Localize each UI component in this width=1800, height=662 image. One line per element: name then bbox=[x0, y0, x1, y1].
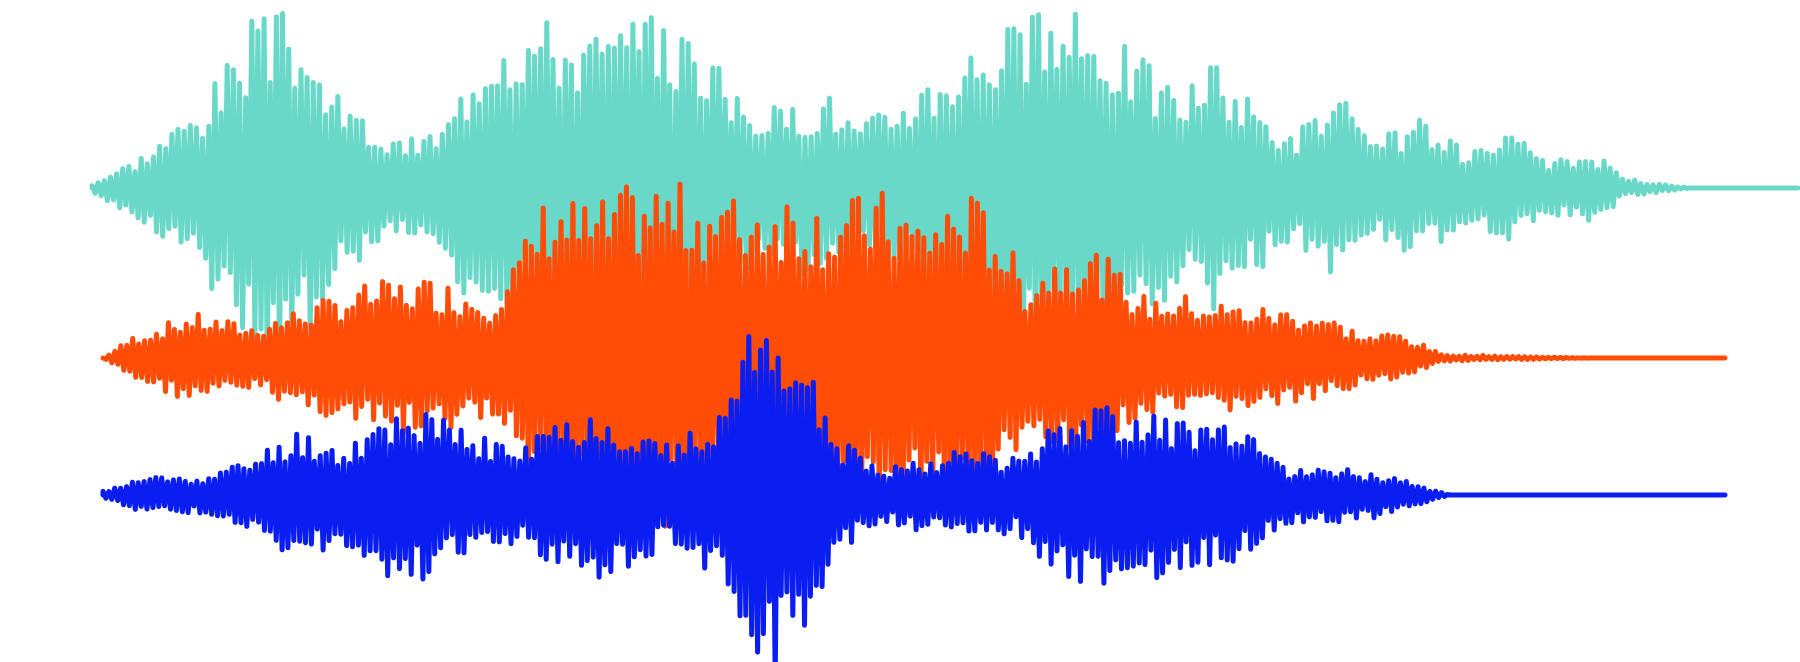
waveform-teal bbox=[89, 11, 1800, 364]
waveform-orange bbox=[100, 181, 1728, 535]
waveform-blue bbox=[100, 334, 1728, 662]
waveform-layer bbox=[89, 11, 1800, 662]
